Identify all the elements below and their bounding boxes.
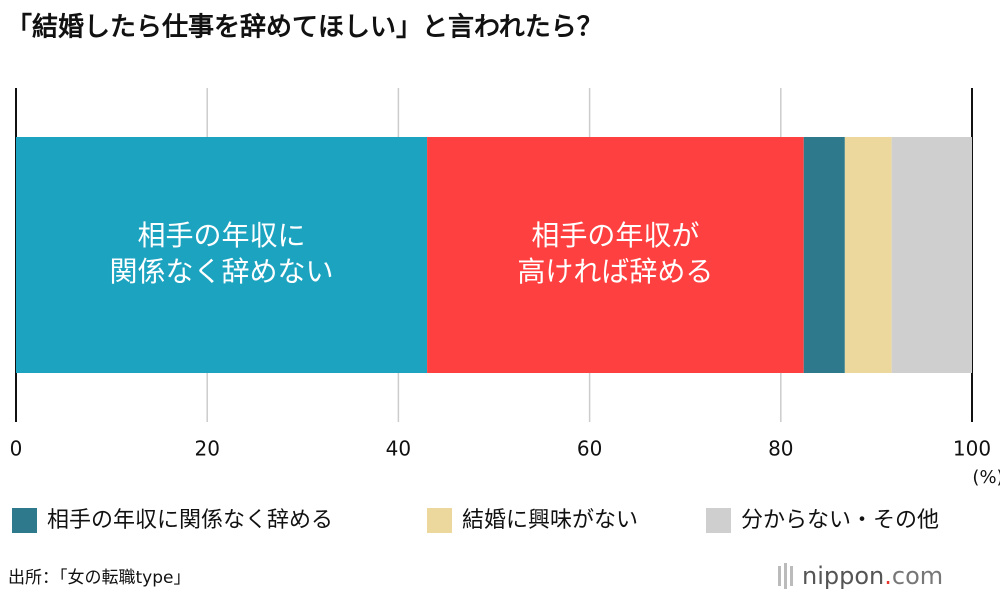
logo-bar xyxy=(790,566,793,586)
legend-swatch xyxy=(12,508,37,533)
legend-swatch xyxy=(427,508,452,533)
legend-label: 結婚に興味がない xyxy=(462,508,638,533)
bar-segment xyxy=(844,137,892,373)
source: 出所：「女の転職type」 xyxy=(8,568,190,588)
bar-segment xyxy=(427,137,804,373)
brand-part: . xyxy=(884,562,892,590)
logo-bar xyxy=(778,566,781,586)
bar-segment xyxy=(891,137,972,373)
segment-label: 関係なく辞めない xyxy=(110,255,334,288)
legend-swatch xyxy=(706,508,731,533)
x-unit: (%) xyxy=(972,467,1000,488)
brand-part: com xyxy=(892,562,943,590)
x-tick-label: 20 xyxy=(194,437,219,461)
x-tick-label: 40 xyxy=(386,437,411,461)
bar-segment xyxy=(803,137,845,373)
x-tick-label: 100 xyxy=(953,437,991,461)
legend-label: 分からない・その他 xyxy=(741,508,939,533)
chart-title: 「結婚したら仕事を辞めてほしい」と言われたら？ xyxy=(6,12,603,43)
legend-label: 相手の年収に関係なく辞める xyxy=(47,508,333,533)
logo-bar xyxy=(784,563,787,589)
brand-part: nippon xyxy=(802,562,884,590)
segment-label: 相手の年収に xyxy=(138,219,306,252)
segment-label: 高ければ辞める xyxy=(517,255,713,288)
brand-logo: nippon.com xyxy=(778,562,943,590)
segment-label: 相手の年収が xyxy=(531,219,699,252)
x-tick-label: 60 xyxy=(577,437,602,461)
x-tick-label: 80 xyxy=(768,437,793,461)
brand: nippon.com xyxy=(802,562,943,590)
bar-segment xyxy=(16,137,428,373)
x-tick-label: 0 xyxy=(10,437,23,461)
